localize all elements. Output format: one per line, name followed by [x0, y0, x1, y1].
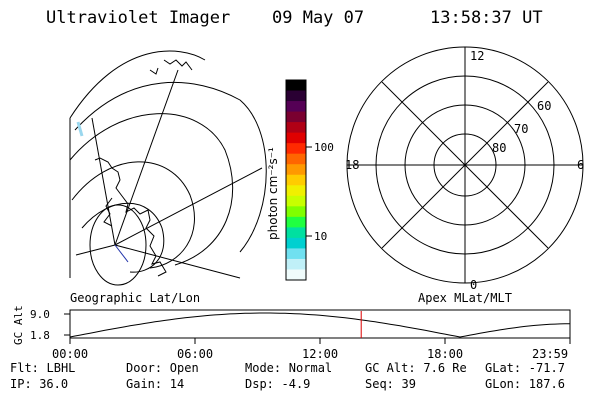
- status-value: 187.6: [528, 377, 565, 391]
- mlt-label-6: 6: [577, 158, 584, 172]
- polar-grid: [346, 46, 584, 284]
- colorbar-frame: [285, 79, 307, 281]
- status-value: Normal: [288, 361, 333, 375]
- mlt-label-0: 0: [470, 278, 477, 292]
- colorbar-band: [286, 237, 306, 250]
- status-label: Flt:: [10, 361, 39, 375]
- alt-x-tick-label: 18:00: [427, 347, 463, 361]
- time-label: 13:58:37 UT: [430, 8, 543, 28]
- alt-y-tick-label-1.8: 1.8: [30, 329, 50, 342]
- alt-y-tick-label-9: 9.0: [30, 308, 50, 321]
- colorbar-band: [286, 143, 306, 155]
- mlat-label-70: 70: [514, 122, 528, 136]
- lat-circle-1: [74, 81, 267, 253]
- altitude-plot-frame: [69, 309, 571, 339]
- status-label: Seq:: [365, 377, 394, 391]
- mlt-label-18: 18: [345, 158, 359, 172]
- mlat-label-60: 60: [537, 99, 551, 113]
- status-value: -71.7: [528, 361, 565, 375]
- polar-panel-label: Apex MLat/MLT: [418, 291, 512, 305]
- altitude-y-label: GC Alt: [12, 305, 25, 345]
- geo-panel-label: Geographic Lat/Lon: [70, 291, 200, 305]
- alt-x-tick-label: 23:59: [532, 347, 568, 361]
- status-label: Gain:: [126, 377, 163, 391]
- status-label: Dsp:: [245, 377, 274, 391]
- colorbar-tick-label-100: 100: [314, 141, 334, 154]
- altitude-curve: [69, 312, 570, 338]
- colorbar-band: [286, 185, 306, 197]
- mlat-label-80: 80: [492, 141, 506, 155]
- colorbar-band: [286, 101, 306, 113]
- meridian-3: [114, 69, 179, 246]
- colorbar-band: [286, 174, 306, 186]
- status-label: Mode:: [245, 361, 282, 375]
- colorbar-band: [286, 227, 306, 239]
- lat-circle-inner: [89, 204, 147, 286]
- colorbar-band: [286, 153, 306, 165]
- status-label: GLat:: [485, 361, 522, 375]
- alt-x-tick-label: 00:00: [52, 347, 88, 361]
- status-value: LBHL: [46, 361, 76, 375]
- meridian-2: [114, 244, 241, 279]
- colorbar-band: [286, 248, 306, 260]
- status-label: IP:: [10, 377, 32, 391]
- geographic-map: [69, 50, 267, 286]
- meridian-1: [114, 167, 263, 246]
- status-value: Open: [169, 361, 199, 375]
- mlt-diagonal-2: [381, 81, 549, 249]
- status-value: 36.0: [39, 377, 69, 391]
- altitude-x-ticks: 00:00 06:00 12:00 18:00 23:59: [52, 338, 571, 361]
- colorbar-band: [286, 258, 306, 271]
- lat-circle-outer: [69, 50, 206, 119]
- colorbar-band: [286, 80, 306, 92]
- status-label: Door:: [126, 361, 163, 375]
- colorbar-band: [286, 206, 306, 218]
- status-value: 14: [169, 377, 185, 391]
- altitude-plot: 00:00 06:00 12:00 18:00 23:59: [52, 309, 571, 361]
- alt-x-tick-label: 06:00: [177, 347, 213, 361]
- coastline: [94, 59, 193, 277]
- mlt-label-12: 12: [470, 49, 484, 63]
- colorbar-tick-label-10: 10: [314, 230, 327, 243]
- status-value: 7.6 Re: [423, 361, 467, 375]
- status-label: GLon:: [485, 377, 522, 391]
- aurora-patch: [76, 121, 84, 137]
- colorbar-fill: [286, 80, 306, 281]
- lat-circle-4: [81, 202, 165, 273]
- status-value: 39: [401, 377, 416, 391]
- colorbar: 100 10 photon cm⁻²s⁻¹: [266, 79, 334, 281]
- status-label: GC Alt:: [365, 361, 416, 375]
- colorbar-band: [286, 132, 306, 144]
- colorbar-band: [286, 90, 306, 102]
- lat-circle-2: [69, 113, 234, 266]
- colorbar-band: [286, 216, 306, 228]
- alt-x-tick-label: 12:00: [302, 347, 338, 361]
- colorbar-band: [286, 195, 306, 207]
- meridian-5: [75, 244, 116, 256]
- colorbar-band: [286, 164, 306, 176]
- colorbar-band: [286, 111, 306, 123]
- date-label: 09 May 07: [272, 8, 365, 28]
- instrument-title: Ultraviolet Imager: [46, 8, 231, 28]
- meridian-4: [91, 117, 116, 246]
- status-value: -4.9: [281, 377, 311, 391]
- lat-circle-3: [71, 161, 195, 269]
- projection-line: [114, 244, 129, 263]
- colorbar-band: [286, 122, 306, 134]
- colorbar-band: [286, 269, 306, 281]
- colorbar-unit-label: photon cm⁻²s⁻¹: [266, 147, 280, 240]
